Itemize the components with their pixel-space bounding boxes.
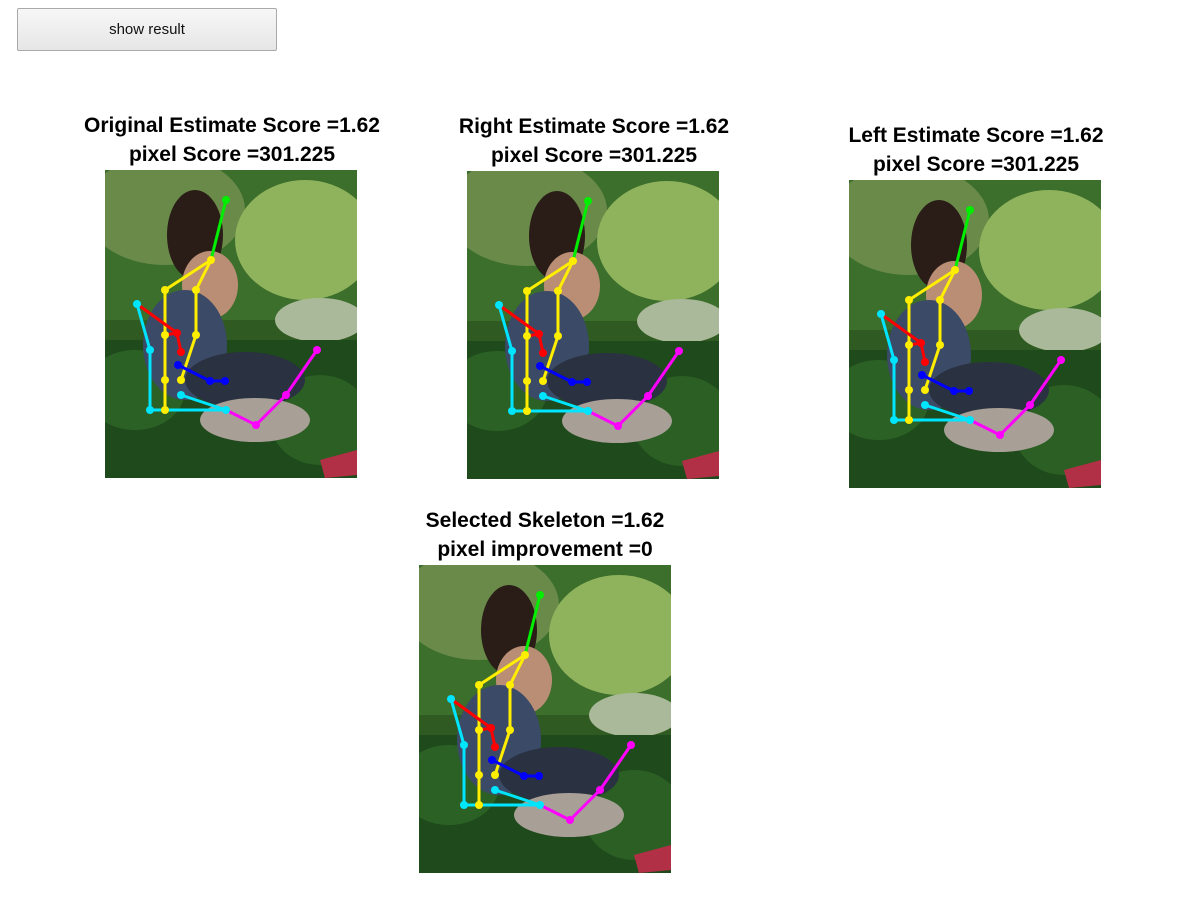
panel-score-line: Right Estimate Score =1.62 bbox=[458, 115, 730, 138]
panel-pixel-line: pixel Score =301.225 bbox=[872, 153, 1080, 176]
panel-pixel-line: pixel improvement =0 bbox=[437, 538, 653, 561]
panel-pixel-line: pixel Score =301.225 bbox=[128, 143, 336, 166]
pose-image bbox=[849, 180, 1101, 488]
pose-image bbox=[467, 171, 719, 479]
panel-title: Original Estimate Score =1.62 pixel Scor… bbox=[84, 111, 380, 169]
show-result-button[interactable]: show result bbox=[17, 8, 277, 51]
pose-image bbox=[419, 565, 671, 873]
skeleton-overlay bbox=[133, 196, 321, 429]
skeleton-overlay bbox=[495, 197, 683, 430]
skeleton-overlay bbox=[877, 206, 1065, 439]
pose-image bbox=[105, 170, 357, 478]
skeleton-overlay bbox=[447, 591, 635, 824]
panel-title: Right Estimate Score =1.62 pixel Score =… bbox=[459, 112, 729, 170]
panel-title: Left Estimate Score =1.62 pixel Score =3… bbox=[848, 121, 1103, 179]
panel-score-line: Left Estimate Score =1.62 bbox=[848, 124, 1104, 147]
panel-score-line: Original Estimate Score =1.62 bbox=[84, 114, 380, 137]
panel-pixel-line: pixel Score =301.225 bbox=[490, 144, 698, 167]
panel-title: Selected Skeleton =1.62 pixel improvemen… bbox=[426, 506, 665, 564]
panel-score-line: Selected Skeleton =1.62 bbox=[425, 509, 665, 532]
